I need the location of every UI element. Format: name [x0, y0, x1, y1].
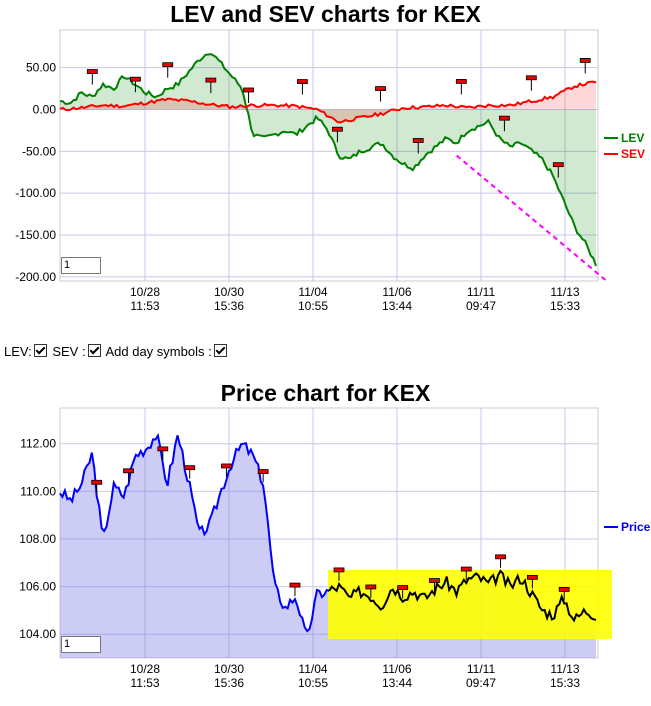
x-tick-label: 11/13 — [550, 285, 579, 299]
day-symbol — [297, 79, 308, 84]
day-symbol — [157, 446, 169, 452]
x-tick-label: 15:36 — [214, 299, 244, 313]
day-symbol — [205, 77, 217, 83]
sev-toggle-label: SEV : — [52, 344, 86, 359]
y-tick-label: 0.00 — [33, 102, 57, 116]
day-symbol — [552, 162, 564, 168]
day-symbol — [397, 585, 409, 590]
x-tick-label: 10/28 — [130, 662, 160, 676]
day-symbol — [412, 138, 424, 143]
x-tick-label: 09:47 — [466, 299, 496, 313]
day-symbol — [123, 468, 134, 474]
day-symbol — [455, 79, 467, 84]
lev-area — [60, 54, 596, 266]
x-tick-label: 15:36 — [214, 676, 244, 690]
price-zoom-input[interactable]: 1 — [61, 636, 101, 653]
series-controls: LEV: SEV : Add day symbols : — [4, 344, 229, 359]
legend-label: LEV — [621, 131, 644, 145]
x-tick-label: 11/04 — [298, 662, 327, 676]
x-tick-label: 11/13 — [550, 662, 579, 676]
lev-toggle-label: LEV: — [4, 344, 32, 359]
lev-chart-title: LEV and SEV charts for KEX — [170, 1, 481, 27]
y-tick-label: 106.00 — [19, 580, 56, 594]
y-tick-label: 104.00 — [19, 627, 56, 641]
lev-checkbox[interactable] — [33, 344, 47, 357]
plot-area — [59, 29, 599, 282]
day-symbol — [365, 584, 377, 590]
day-symbol — [558, 586, 570, 592]
x-tick-label: 11/11 — [467, 662, 496, 676]
x-tick-label: 11:53 — [130, 299, 159, 313]
day-symbol — [289, 582, 301, 588]
sev-checkbox[interactable] — [87, 344, 101, 357]
day-symbol — [243, 87, 254, 93]
x-tick-label: 10/28 — [130, 285, 160, 299]
day-symbol — [526, 574, 538, 580]
y-tick-label: 112.00 — [20, 437, 56, 451]
x-tick-label: 11/06 — [382, 285, 411, 299]
y-tick-label: -150.00 — [15, 228, 56, 242]
x-tick-label: 10:55 — [298, 676, 328, 690]
lev-sev-chart: 50.00 0.00 -50.00 -100.00 -150.00 -200.00 10/2… — [15, 29, 645, 313]
x-tick-label: 15:33 — [550, 676, 580, 690]
x-tick-label: 11/04 — [298, 285, 327, 299]
highlight-box — [328, 569, 612, 639]
y-tick-label: 108.00 — [19, 532, 56, 546]
day-symbol — [221, 463, 232, 469]
day-symbol — [579, 58, 591, 63]
day-symbol — [162, 62, 174, 68]
day-symbols-label: Add day symbols : — [105, 344, 212, 359]
x-tick-label: 10:55 — [298, 299, 328, 313]
x-tick-label: 09:47 — [466, 676, 496, 690]
x-tick-label: 11/06 — [382, 662, 411, 676]
day-symbol — [495, 554, 506, 560]
day-symbol — [333, 567, 345, 573]
x-tick-label: 13:44 — [382, 299, 412, 313]
x-tick-label: 10/30 — [214, 662, 244, 676]
y-tick-label: 50.00 — [26, 61, 56, 75]
x-tick-label: 10/30 — [214, 285, 244, 299]
lev-zoom-input[interactable]: 1 — [61, 257, 101, 274]
x-tick-label: 11:53 — [130, 676, 159, 690]
sev-area — [60, 81, 596, 123]
day-symbols-checkbox[interactable] — [213, 344, 227, 357]
price-chart-title: Price chart for KEX — [220, 380, 431, 406]
day-symbol — [460, 566, 472, 572]
day-symbol — [499, 115, 510, 121]
legend-label: Price — [621, 520, 651, 534]
price-series-line — [59, 432, 330, 633]
y-tick-label: -50.00 — [22, 144, 56, 158]
day-symbol — [375, 86, 386, 91]
y-tick-label: -100.00 — [15, 186, 56, 200]
price-series-highlighted — [328, 569, 597, 623]
y-tick-label: -200.00 — [15, 270, 56, 284]
day-symbol — [257, 469, 269, 474]
day-symbol — [91, 479, 103, 485]
day-symbol — [332, 126, 343, 132]
day-symbol — [429, 578, 440, 583]
x-tick-label: 13:44 — [382, 676, 412, 690]
day-symbol — [130, 76, 141, 82]
lev-series-line — [60, 53, 597, 267]
y-tick-label: 110.00 — [20, 484, 56, 498]
day-symbol — [86, 69, 98, 74]
x-tick-label: 11/11 — [467, 285, 496, 299]
day-symbol — [184, 465, 196, 471]
sev-series-line — [59, 80, 597, 124]
x-tick-label: 15:33 — [550, 299, 580, 313]
day-symbol — [525, 75, 537, 81]
trend-line — [455, 154, 608, 282]
legend-label: SEV — [621, 147, 645, 161]
